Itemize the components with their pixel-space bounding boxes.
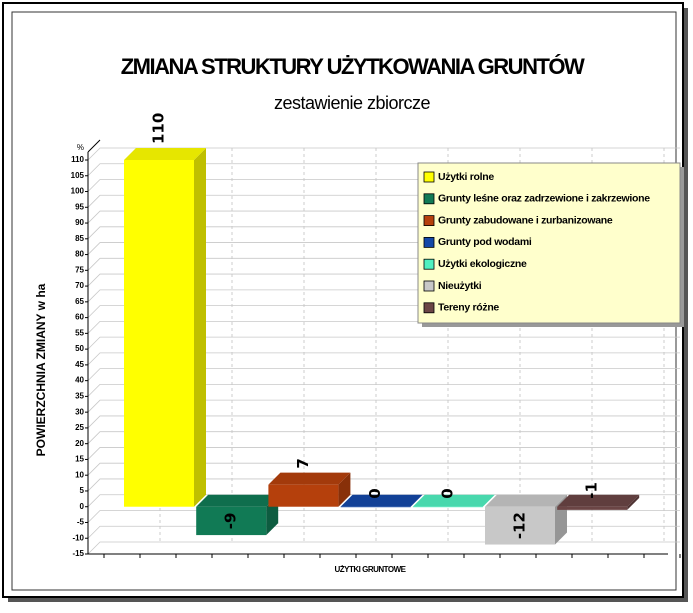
y-tick-label: 35 bbox=[75, 392, 84, 401]
value-label: -9 bbox=[222, 513, 240, 530]
legend-label: Użytki rolne bbox=[438, 171, 494, 183]
y-tick-label: 5 bbox=[80, 486, 85, 495]
y-tick-label: 25 bbox=[75, 423, 84, 432]
grid-line bbox=[87, 462, 680, 476]
bar bbox=[340, 506, 411, 508]
bar-side bbox=[627, 494, 640, 510]
y-tick-label: 60 bbox=[75, 313, 84, 322]
legend-swatch bbox=[423, 280, 435, 292]
grid-line bbox=[87, 383, 680, 397]
y-tick-label: 45 bbox=[75, 360, 84, 369]
y-tick-label: 55 bbox=[75, 328, 84, 337]
bar-group: -9 bbox=[196, 494, 279, 536]
value-label: 0 bbox=[366, 488, 384, 498]
y-tick-label: 90 bbox=[75, 218, 84, 227]
bar bbox=[412, 506, 483, 508]
bar bbox=[485, 506, 555, 545]
legend-swatch bbox=[423, 302, 435, 314]
chart-title: ZMIANA STRUKTURY UŻYTKOWANIA GRUNTÓW bbox=[121, 54, 585, 79]
y-tick-label: 0 bbox=[80, 502, 85, 511]
bar-group: 110 bbox=[124, 113, 206, 507]
bar-top bbox=[124, 148, 206, 160]
value-label: -12 bbox=[511, 512, 529, 539]
grid-line bbox=[87, 352, 680, 366]
grid-line bbox=[87, 431, 680, 444]
legend-label: Tereny różne bbox=[438, 302, 499, 314]
legend-label: Grunty zabudowane i zurbanizowane bbox=[438, 214, 613, 226]
y-tick-label: 20 bbox=[75, 439, 84, 448]
y-axis-slant bbox=[87, 139, 101, 153]
bar bbox=[557, 506, 628, 510]
bar-group: -12 bbox=[485, 494, 567, 545]
y-tick-label: 85 bbox=[75, 234, 84, 243]
y-tick-label: -5 bbox=[77, 518, 85, 527]
bar-group: 0 bbox=[340, 488, 423, 508]
value-label: 7 bbox=[294, 458, 312, 468]
grid-line bbox=[87, 415, 680, 429]
bars: 110 -9 7 0 0 -12 -1 bbox=[124, 113, 640, 545]
bar bbox=[196, 506, 267, 536]
bar bbox=[124, 160, 194, 507]
grid-line bbox=[87, 147, 680, 161]
bar-group: 0 bbox=[412, 488, 495, 508]
y-tick-label: 105 bbox=[71, 171, 85, 180]
grid-line bbox=[87, 447, 680, 460]
y-tick-label: 50 bbox=[75, 344, 84, 353]
x-axis-label: UŻYTKI GRUNTOWE bbox=[334, 565, 406, 574]
legend: Użytki rolne Grunty leśne oraz zadrzewion… bbox=[417, 162, 684, 327]
bar-top bbox=[485, 494, 567, 507]
bar-top bbox=[412, 494, 495, 507]
grid-line bbox=[87, 368, 680, 381]
bar-side bbox=[194, 148, 206, 507]
legend-label: Grunty leśne oraz zadrzewione i zakrzewi… bbox=[438, 193, 650, 205]
y-unit: % bbox=[77, 143, 84, 152]
y-tick-label: 30 bbox=[75, 407, 84, 416]
y-tick-label: 110 bbox=[71, 155, 84, 164]
legend-label: Grunty pod wodami bbox=[438, 236, 532, 248]
bar-side bbox=[338, 472, 351, 507]
y-tick-label: 75 bbox=[75, 265, 84, 274]
bar-top bbox=[196, 494, 279, 507]
bar-top bbox=[268, 472, 351, 485]
value-label: 110 bbox=[150, 113, 168, 144]
chart-subtitle: zestawienie zbiorcze bbox=[274, 93, 431, 113]
y-tick-label: 65 bbox=[75, 297, 84, 306]
y-tick-label: 80 bbox=[75, 250, 84, 259]
legend-box bbox=[417, 162, 681, 324]
grid-line bbox=[87, 399, 680, 413]
legend-swatch bbox=[423, 258, 435, 270]
legend-label: Użytki ekologiczne bbox=[438, 258, 527, 270]
legend-swatch bbox=[423, 215, 435, 227]
value-label: 0 bbox=[438, 488, 456, 498]
value-label: -1 bbox=[583, 482, 601, 499]
legend-swatch bbox=[423, 236, 435, 248]
y-tick-label: 40 bbox=[75, 376, 84, 385]
y-tick-label: 95 bbox=[75, 202, 84, 211]
y-tick-label: 70 bbox=[75, 281, 84, 290]
y-tick-label: -15 bbox=[72, 549, 84, 558]
bar-top bbox=[340, 494, 423, 507]
y-tick-label: 15 bbox=[75, 455, 84, 464]
legend-label: Nieużytki bbox=[438, 280, 482, 292]
bar-top bbox=[557, 494, 640, 507]
grid-line bbox=[87, 478, 680, 492]
y-tick-label: 10 bbox=[75, 470, 84, 479]
y-tick-label: -10 bbox=[72, 533, 84, 542]
grid-line bbox=[87, 336, 680, 350]
bar-group: -1 bbox=[557, 482, 640, 510]
legend-swatch bbox=[423, 193, 435, 205]
bar-group: 7 bbox=[268, 458, 351, 507]
legend-swatch bbox=[423, 171, 435, 183]
y-tick-label: 100 bbox=[71, 187, 85, 196]
y-axis-label: POWIERZCHNIA ZMIANY w ha bbox=[34, 283, 48, 456]
bar bbox=[268, 484, 339, 507]
